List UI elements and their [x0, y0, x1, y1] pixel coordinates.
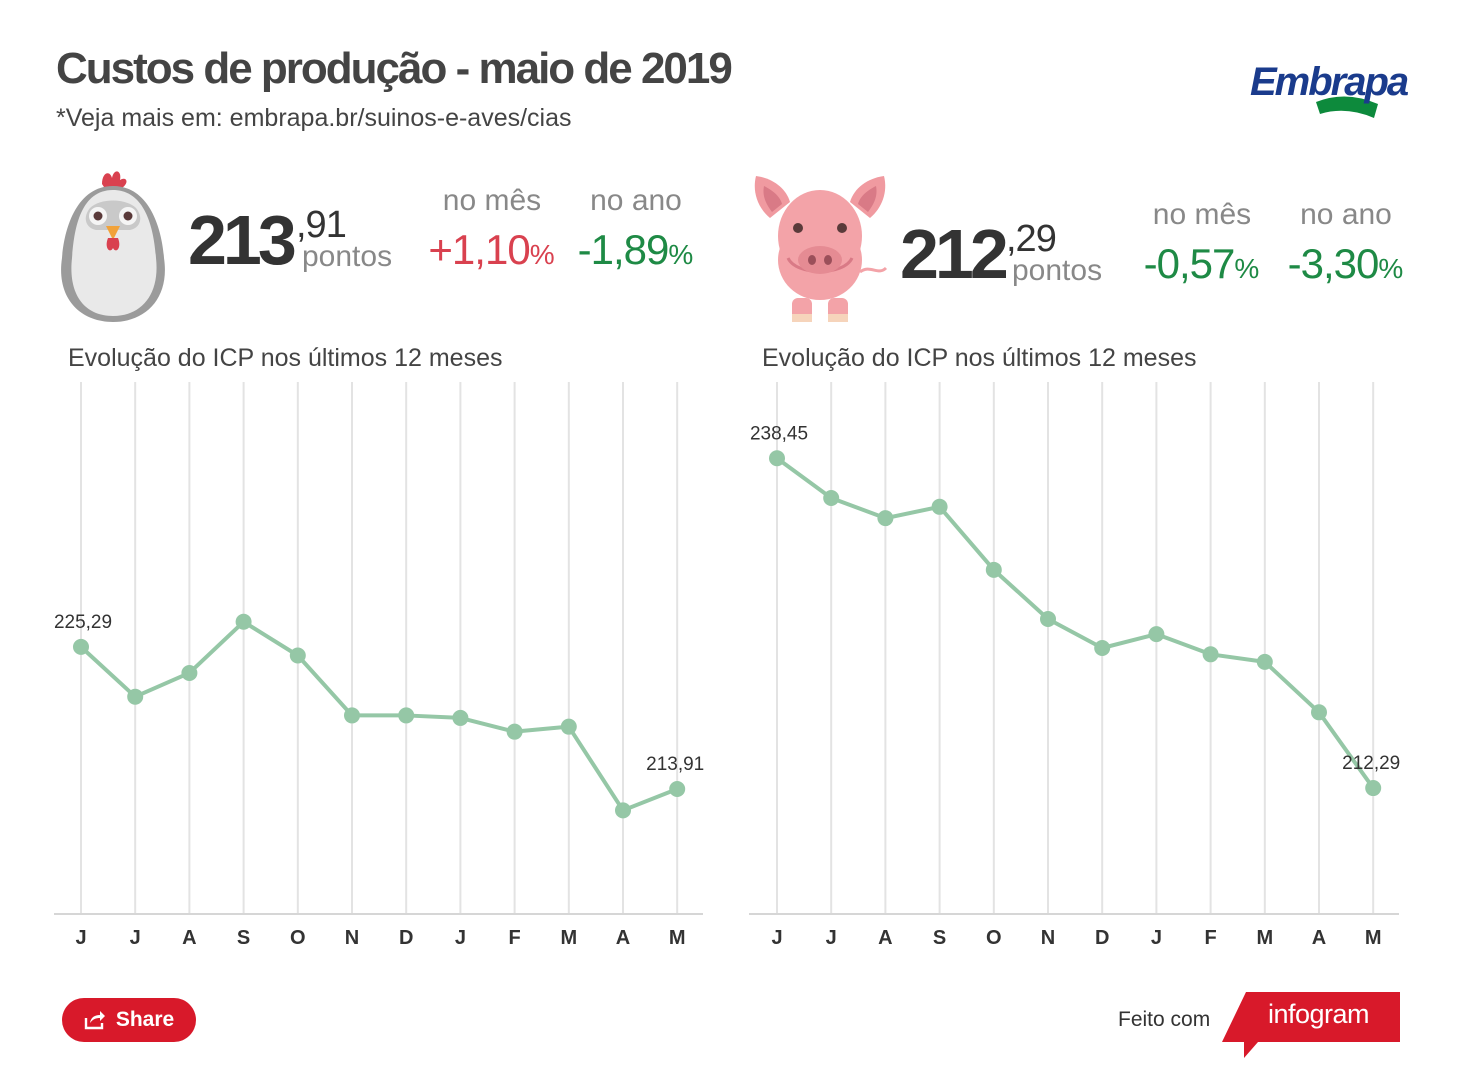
logo-text: Embrapa	[1250, 60, 1409, 104]
chicken-data-point	[398, 707, 415, 724]
pig-tick-label: N	[1041, 927, 1055, 949]
chicken-data-point	[127, 688, 144, 705]
chicken-tick-label: S	[237, 927, 250, 949]
embrapa-logo: Embrapa	[1250, 60, 1410, 118]
infogram-link[interactable]: infogram	[1268, 999, 1370, 1029]
chicken-index-decimal: ,91	[296, 204, 347, 246]
pig-year-change: -3,30%	[1287, 240, 1404, 287]
pig-index-decimal: ,29	[1006, 218, 1057, 260]
pig-index-unit: pontos	[1012, 254, 1103, 287]
pig-tick-label: M	[1365, 927, 1382, 949]
pig-tick-label: M	[1256, 927, 1273, 949]
pig-data-point	[931, 498, 948, 515]
pig-tick-label: J	[771, 927, 782, 949]
chicken-tick-label: M	[560, 927, 577, 949]
infogram-badge[interactable]	[1222, 992, 1400, 1058]
chicken-data-label: 225,29	[54, 612, 112, 633]
pig-chart-title: Evolução do ICP nos últimos 12 meses	[762, 344, 1197, 372]
chicken-tick-label: A	[616, 927, 630, 949]
chicken-data-point	[73, 638, 89, 655]
page-subtitle: *Veja mais em: embrapa.br/suinos-e-aves/…	[56, 104, 572, 132]
chicken-tick-label: D	[399, 927, 413, 949]
chicken-tick-label: J	[75, 927, 86, 949]
chicken-tick-label: M	[669, 927, 686, 949]
pig-data-point	[1311, 704, 1327, 721]
chicken-chart-title: Evolução do ICP nos últimos 12 meses	[68, 344, 503, 372]
pig-data-label: 238,45	[750, 423, 808, 444]
chicken-year-change: -1,89%	[577, 226, 694, 273]
chicken-data-point	[506, 723, 523, 740]
pig-tick-label: J	[1151, 927, 1162, 949]
pig-index-value: 212	[900, 215, 1009, 293]
pig-data-point	[1040, 611, 1056, 628]
chicken-data-point	[615, 802, 631, 819]
pig-tick-label: O	[986, 927, 1002, 949]
made-with-label: Feito com	[1118, 1008, 1211, 1031]
chicken-year-label: no ano	[590, 184, 682, 217]
pig-data-point	[1365, 780, 1382, 797]
chicken-index-unit: pontos	[302, 240, 393, 273]
page-title: Custos de produção - maio de 2019	[56, 44, 733, 93]
chicken-tick-label: J	[455, 927, 466, 949]
pig-data-point	[823, 489, 840, 506]
pig-data-point	[1202, 646, 1219, 663]
chicken-data-point	[560, 718, 577, 735]
chicken-tick-label: J	[130, 927, 141, 949]
chicken-month-change: +1,10%	[428, 226, 554, 273]
pig-month-label: no mês	[1152, 198, 1252, 231]
pig-year-label: no ano	[1300, 198, 1392, 231]
chicken-tick-label: F	[508, 927, 520, 949]
logo-swoosh-icon	[1316, 96, 1378, 118]
chicken-month-label: no mês	[442, 184, 542, 217]
pig-data-point	[985, 561, 1002, 578]
pig-tick-label: A	[1312, 927, 1326, 949]
pig-month-change: -0,57%	[1143, 240, 1260, 287]
pig-data-point	[769, 450, 785, 467]
share-label: Share	[115, 1008, 175, 1031]
pig-data-point	[877, 510, 894, 527]
pig-tick-label: S	[933, 927, 946, 949]
chicken-data-point	[344, 707, 360, 724]
chicken-tick-label: N	[345, 927, 359, 949]
chicken-data-point	[235, 613, 252, 630]
chicken-data-label: 213,91	[646, 754, 704, 775]
pig-data-point	[1256, 653, 1273, 670]
chicken-data-point	[452, 709, 469, 726]
pig-data-point	[1148, 626, 1165, 643]
chicken-tick-label: O	[290, 927, 306, 949]
chicken-index-value: 213	[188, 201, 297, 279]
pig-tick-label: A	[878, 927, 892, 949]
pig-tick-label: D	[1095, 927, 1109, 949]
chicken-data-point	[289, 647, 306, 664]
share-button[interactable]: Share	[62, 998, 196, 1042]
pig-data-point	[1094, 640, 1111, 656]
pig-icon	[754, 176, 888, 322]
chicken-series-line	[79, 619, 678, 813]
pig-data-label: 212,29	[1342, 753, 1400, 774]
pig-series-line	[775, 456, 1375, 790]
chicken-icon	[61, 171, 165, 322]
chicken-data-point	[181, 664, 198, 681]
share-icon	[84, 1011, 105, 1030]
chicken-data-point	[669, 780, 686, 797]
pig-tick-label: J	[826, 927, 837, 949]
chicken-tick-label: A	[182, 927, 196, 949]
pig-tick-label: F	[1204, 927, 1216, 949]
